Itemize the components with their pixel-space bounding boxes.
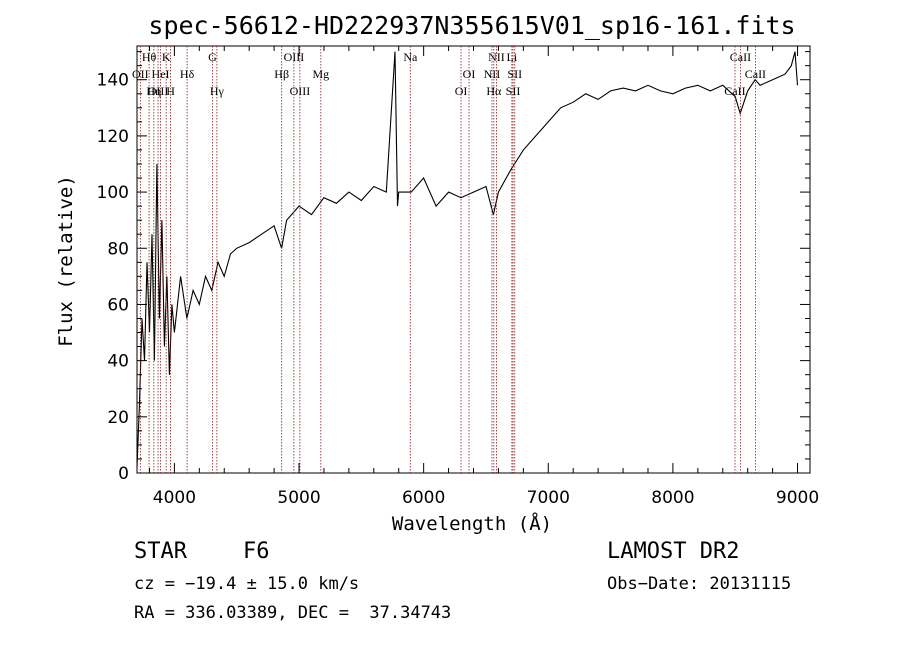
line-label: Mg <box>312 67 329 81</box>
x-tick-label: 6000 <box>402 488 445 508</box>
line-label: Na <box>403 50 418 64</box>
object-subclass: F6 <box>243 539 270 564</box>
survey-name: LAMOST DR2 <box>607 539 740 564</box>
line-label: CaII <box>745 67 766 81</box>
plot-frame <box>136 45 811 474</box>
x-tick-label: 5000 <box>277 488 320 508</box>
line-label: SII <box>507 67 522 81</box>
line-label: NII <box>488 50 505 64</box>
x-axis: 4000 5000 6000 7000 8000 9000 <box>148 46 819 508</box>
line-label: Hγ <box>210 84 225 98</box>
line-label: Li <box>507 50 518 64</box>
y-axis: 0 20 40 60 80 100 120 140 <box>97 51 810 484</box>
y-tick-label: 140 <box>97 71 129 91</box>
line-label: OIII <box>290 84 311 98</box>
y-tick-label: 120 <box>97 127 129 147</box>
chart-title: spec-56612-HD222937N355615V01_sp16-161.f… <box>148 11 795 40</box>
y-axis-label: Flux (relative) <box>55 175 77 347</box>
x-axis-label: Wavelength (Å) <box>392 512 552 535</box>
x-tick-label: 7000 <box>527 488 570 508</box>
line-label: CaII <box>724 84 745 98</box>
y-tick-label: 60 <box>107 295 129 315</box>
coordinates: RA = 336.03389, DEC = 37.34743 <box>134 603 452 623</box>
y-tick-label: 0 <box>118 464 129 484</box>
line-label: CaII <box>730 50 751 64</box>
x-tick-label: 4000 <box>153 488 196 508</box>
y-tick-label: 20 <box>107 408 129 428</box>
plot-area <box>136 45 811 474</box>
line-label: SII <box>506 84 521 98</box>
x-tick-label: 8000 <box>651 488 694 508</box>
line-label: Hα <box>486 84 502 98</box>
line-label: H <box>166 84 175 98</box>
object-class: STAR <box>134 539 187 564</box>
line-label: OIII <box>284 50 305 64</box>
line-label: NII <box>484 67 501 81</box>
redshift-info: cz = −19.4 ± 15.0 km/s <box>134 574 360 594</box>
line-label: OII <box>132 67 149 81</box>
line-label: OIII <box>148 84 169 98</box>
line-label: OI <box>455 84 468 98</box>
y-tick-label: 40 <box>107 352 129 372</box>
line-label: Hη <box>146 84 161 98</box>
line-label: K <box>162 50 171 64</box>
line-label: G <box>208 50 217 64</box>
line-label: Hβ <box>274 67 289 81</box>
x-tick-label: 9000 <box>776 488 819 508</box>
line-label: Hδ <box>180 67 195 81</box>
spectrum-line <box>136 51 799 468</box>
y-tick-label: 100 <box>97 183 129 203</box>
line-label: HeI <box>152 67 170 81</box>
line-label: Hθ <box>142 50 157 64</box>
observation-date: Obs−Date: 20131115 <box>607 574 792 594</box>
y-tick-label: 80 <box>107 239 129 259</box>
line-label: OI <box>463 67 476 81</box>
